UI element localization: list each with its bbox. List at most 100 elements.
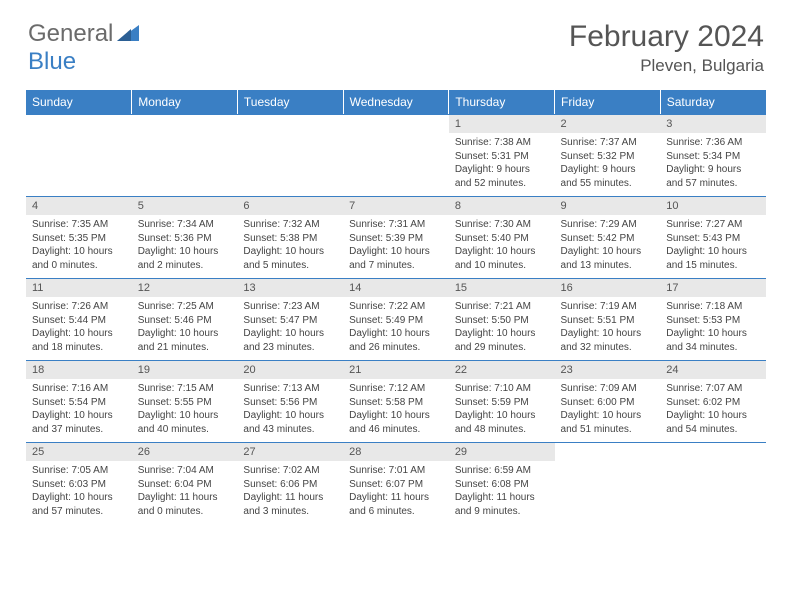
- day-number: 13: [237, 279, 343, 297]
- day-number: 10: [660, 197, 766, 215]
- calendar-cell: 3Sunrise: 7:36 AMSunset: 5:34 PMDaylight…: [660, 114, 766, 196]
- day-details: Sunrise: 7:04 AMSunset: 6:04 PMDaylight:…: [132, 461, 238, 520]
- calendar-cell: 19Sunrise: 7:15 AMSunset: 5:55 PMDayligh…: [132, 360, 238, 442]
- day-number: 19: [132, 361, 238, 379]
- location-label: Pleven, Bulgaria: [569, 56, 764, 76]
- day-number: 3: [660, 115, 766, 133]
- calendar-cell: 18Sunrise: 7:16 AMSunset: 5:54 PMDayligh…: [26, 360, 132, 442]
- day-number: 15: [449, 279, 555, 297]
- day-details: Sunrise: 7:01 AMSunset: 6:07 PMDaylight:…: [343, 461, 449, 520]
- day-details: Sunrise: 7:15 AMSunset: 5:55 PMDaylight:…: [132, 379, 238, 438]
- day-number: [26, 115, 132, 133]
- day-details: Sunrise: 7:37 AMSunset: 5:32 PMDaylight:…: [555, 133, 661, 192]
- day-details: Sunrise: 7:02 AMSunset: 6:06 PMDaylight:…: [237, 461, 343, 520]
- calendar-cell: 22Sunrise: 7:10 AMSunset: 5:59 PMDayligh…: [449, 360, 555, 442]
- title-block: February 2024 Pleven, Bulgaria: [569, 20, 764, 76]
- header: General February 2024 Pleven, Bulgaria: [0, 0, 792, 84]
- logo-triangle-icon: [117, 23, 139, 46]
- day-number: 22: [449, 361, 555, 379]
- logo-word1: General: [28, 20, 113, 48]
- day-details: Sunrise: 7:35 AMSunset: 5:35 PMDaylight:…: [26, 215, 132, 274]
- calendar-cell: 8Sunrise: 7:30 AMSunset: 5:40 PMDaylight…: [449, 196, 555, 278]
- day-number: 4: [26, 197, 132, 215]
- calendar-cell: [26, 114, 132, 196]
- day-number: 28: [343, 443, 449, 461]
- day-number: 16: [555, 279, 661, 297]
- day-number: 8: [449, 197, 555, 215]
- calendar-cell: 4Sunrise: 7:35 AMSunset: 5:35 PMDaylight…: [26, 196, 132, 278]
- calendar-week-row: 4Sunrise: 7:35 AMSunset: 5:35 PMDaylight…: [26, 196, 766, 278]
- logo-word2: Blue: [28, 48, 76, 75]
- day-details: Sunrise: 7:30 AMSunset: 5:40 PMDaylight:…: [449, 215, 555, 274]
- calendar-cell: 17Sunrise: 7:18 AMSunset: 5:53 PMDayligh…: [660, 278, 766, 360]
- weekday-header: Wednesday: [343, 90, 449, 114]
- day-details: Sunrise: 7:16 AMSunset: 5:54 PMDaylight:…: [26, 379, 132, 438]
- day-number: [237, 115, 343, 133]
- calendar-cell: 25Sunrise: 7:05 AMSunset: 6:03 PMDayligh…: [26, 442, 132, 524]
- calendar-cell: 2Sunrise: 7:37 AMSunset: 5:32 PMDaylight…: [555, 114, 661, 196]
- day-number: 1: [449, 115, 555, 133]
- day-details: Sunrise: 7:29 AMSunset: 5:42 PMDaylight:…: [555, 215, 661, 274]
- day-details: Sunrise: 7:07 AMSunset: 6:02 PMDaylight:…: [660, 379, 766, 438]
- calendar-cell: 29Sunrise: 6:59 AMSunset: 6:08 PMDayligh…: [449, 442, 555, 524]
- day-details: Sunrise: 7:31 AMSunset: 5:39 PMDaylight:…: [343, 215, 449, 274]
- calendar-cell: [660, 442, 766, 524]
- day-number: 20: [237, 361, 343, 379]
- day-number: 6: [237, 197, 343, 215]
- day-details: Sunrise: 7:36 AMSunset: 5:34 PMDaylight:…: [660, 133, 766, 192]
- day-number: 7: [343, 197, 449, 215]
- day-number: 12: [132, 279, 238, 297]
- day-number: 9: [555, 197, 661, 215]
- calendar-week-row: 11Sunrise: 7:26 AMSunset: 5:44 PMDayligh…: [26, 278, 766, 360]
- day-details: Sunrise: 7:27 AMSunset: 5:43 PMDaylight:…: [660, 215, 766, 274]
- day-details: Sunrise: 7:23 AMSunset: 5:47 PMDaylight:…: [237, 297, 343, 356]
- calendar-cell: [555, 442, 661, 524]
- day-number: [660, 443, 766, 461]
- weekday-header: Sunday: [26, 90, 132, 114]
- weekday-header: Friday: [555, 90, 661, 114]
- calendar-cell: 6Sunrise: 7:32 AMSunset: 5:38 PMDaylight…: [237, 196, 343, 278]
- calendar-table: SundayMondayTuesdayWednesdayThursdayFrid…: [26, 90, 766, 524]
- calendar-cell: 14Sunrise: 7:22 AMSunset: 5:49 PMDayligh…: [343, 278, 449, 360]
- calendar-cell: 7Sunrise: 7:31 AMSunset: 5:39 PMDaylight…: [343, 196, 449, 278]
- calendar-cell: 5Sunrise: 7:34 AMSunset: 5:36 PMDaylight…: [132, 196, 238, 278]
- day-number: 27: [237, 443, 343, 461]
- calendar-cell: 16Sunrise: 7:19 AMSunset: 5:51 PMDayligh…: [555, 278, 661, 360]
- calendar-week-row: 18Sunrise: 7:16 AMSunset: 5:54 PMDayligh…: [26, 360, 766, 442]
- day-number: [343, 115, 449, 133]
- day-number: 24: [660, 361, 766, 379]
- day-number: 29: [449, 443, 555, 461]
- day-details: Sunrise: 7:13 AMSunset: 5:56 PMDaylight:…: [237, 379, 343, 438]
- weekday-header: Thursday: [449, 90, 555, 114]
- day-details: Sunrise: 7:05 AMSunset: 6:03 PMDaylight:…: [26, 461, 132, 520]
- day-details: Sunrise: 7:38 AMSunset: 5:31 PMDaylight:…: [449, 133, 555, 192]
- weekday-header: Monday: [132, 90, 238, 114]
- calendar-week-row: 25Sunrise: 7:05 AMSunset: 6:03 PMDayligh…: [26, 442, 766, 524]
- calendar-cell: 21Sunrise: 7:12 AMSunset: 5:58 PMDayligh…: [343, 360, 449, 442]
- day-number: [555, 443, 661, 461]
- calendar-cell: 11Sunrise: 7:26 AMSunset: 5:44 PMDayligh…: [26, 278, 132, 360]
- day-number: 21: [343, 361, 449, 379]
- day-number: 23: [555, 361, 661, 379]
- day-details: Sunrise: 7:34 AMSunset: 5:36 PMDaylight:…: [132, 215, 238, 274]
- day-number: 14: [343, 279, 449, 297]
- calendar-cell: 27Sunrise: 7:02 AMSunset: 6:06 PMDayligh…: [237, 442, 343, 524]
- calendar-cell: [343, 114, 449, 196]
- calendar-cell: 28Sunrise: 7:01 AMSunset: 6:07 PMDayligh…: [343, 442, 449, 524]
- calendar-cell: 24Sunrise: 7:07 AMSunset: 6:02 PMDayligh…: [660, 360, 766, 442]
- calendar-body: 1Sunrise: 7:38 AMSunset: 5:31 PMDaylight…: [26, 114, 766, 524]
- calendar-cell: 9Sunrise: 7:29 AMSunset: 5:42 PMDaylight…: [555, 196, 661, 278]
- day-details: Sunrise: 7:12 AMSunset: 5:58 PMDaylight:…: [343, 379, 449, 438]
- logo: General: [28, 20, 141, 48]
- day-details: Sunrise: 7:25 AMSunset: 5:46 PMDaylight:…: [132, 297, 238, 356]
- day-details: Sunrise: 7:21 AMSunset: 5:50 PMDaylight:…: [449, 297, 555, 356]
- day-details: Sunrise: 7:09 AMSunset: 6:00 PMDaylight:…: [555, 379, 661, 438]
- calendar-cell: [237, 114, 343, 196]
- day-details: Sunrise: 7:10 AMSunset: 5:59 PMDaylight:…: [449, 379, 555, 438]
- calendar-cell: 15Sunrise: 7:21 AMSunset: 5:50 PMDayligh…: [449, 278, 555, 360]
- calendar-cell: 26Sunrise: 7:04 AMSunset: 6:04 PMDayligh…: [132, 442, 238, 524]
- weekday-header: Saturday: [660, 90, 766, 114]
- day-details: Sunrise: 7:19 AMSunset: 5:51 PMDaylight:…: [555, 297, 661, 356]
- calendar-cell: [132, 114, 238, 196]
- calendar-cell: 13Sunrise: 7:23 AMSunset: 5:47 PMDayligh…: [237, 278, 343, 360]
